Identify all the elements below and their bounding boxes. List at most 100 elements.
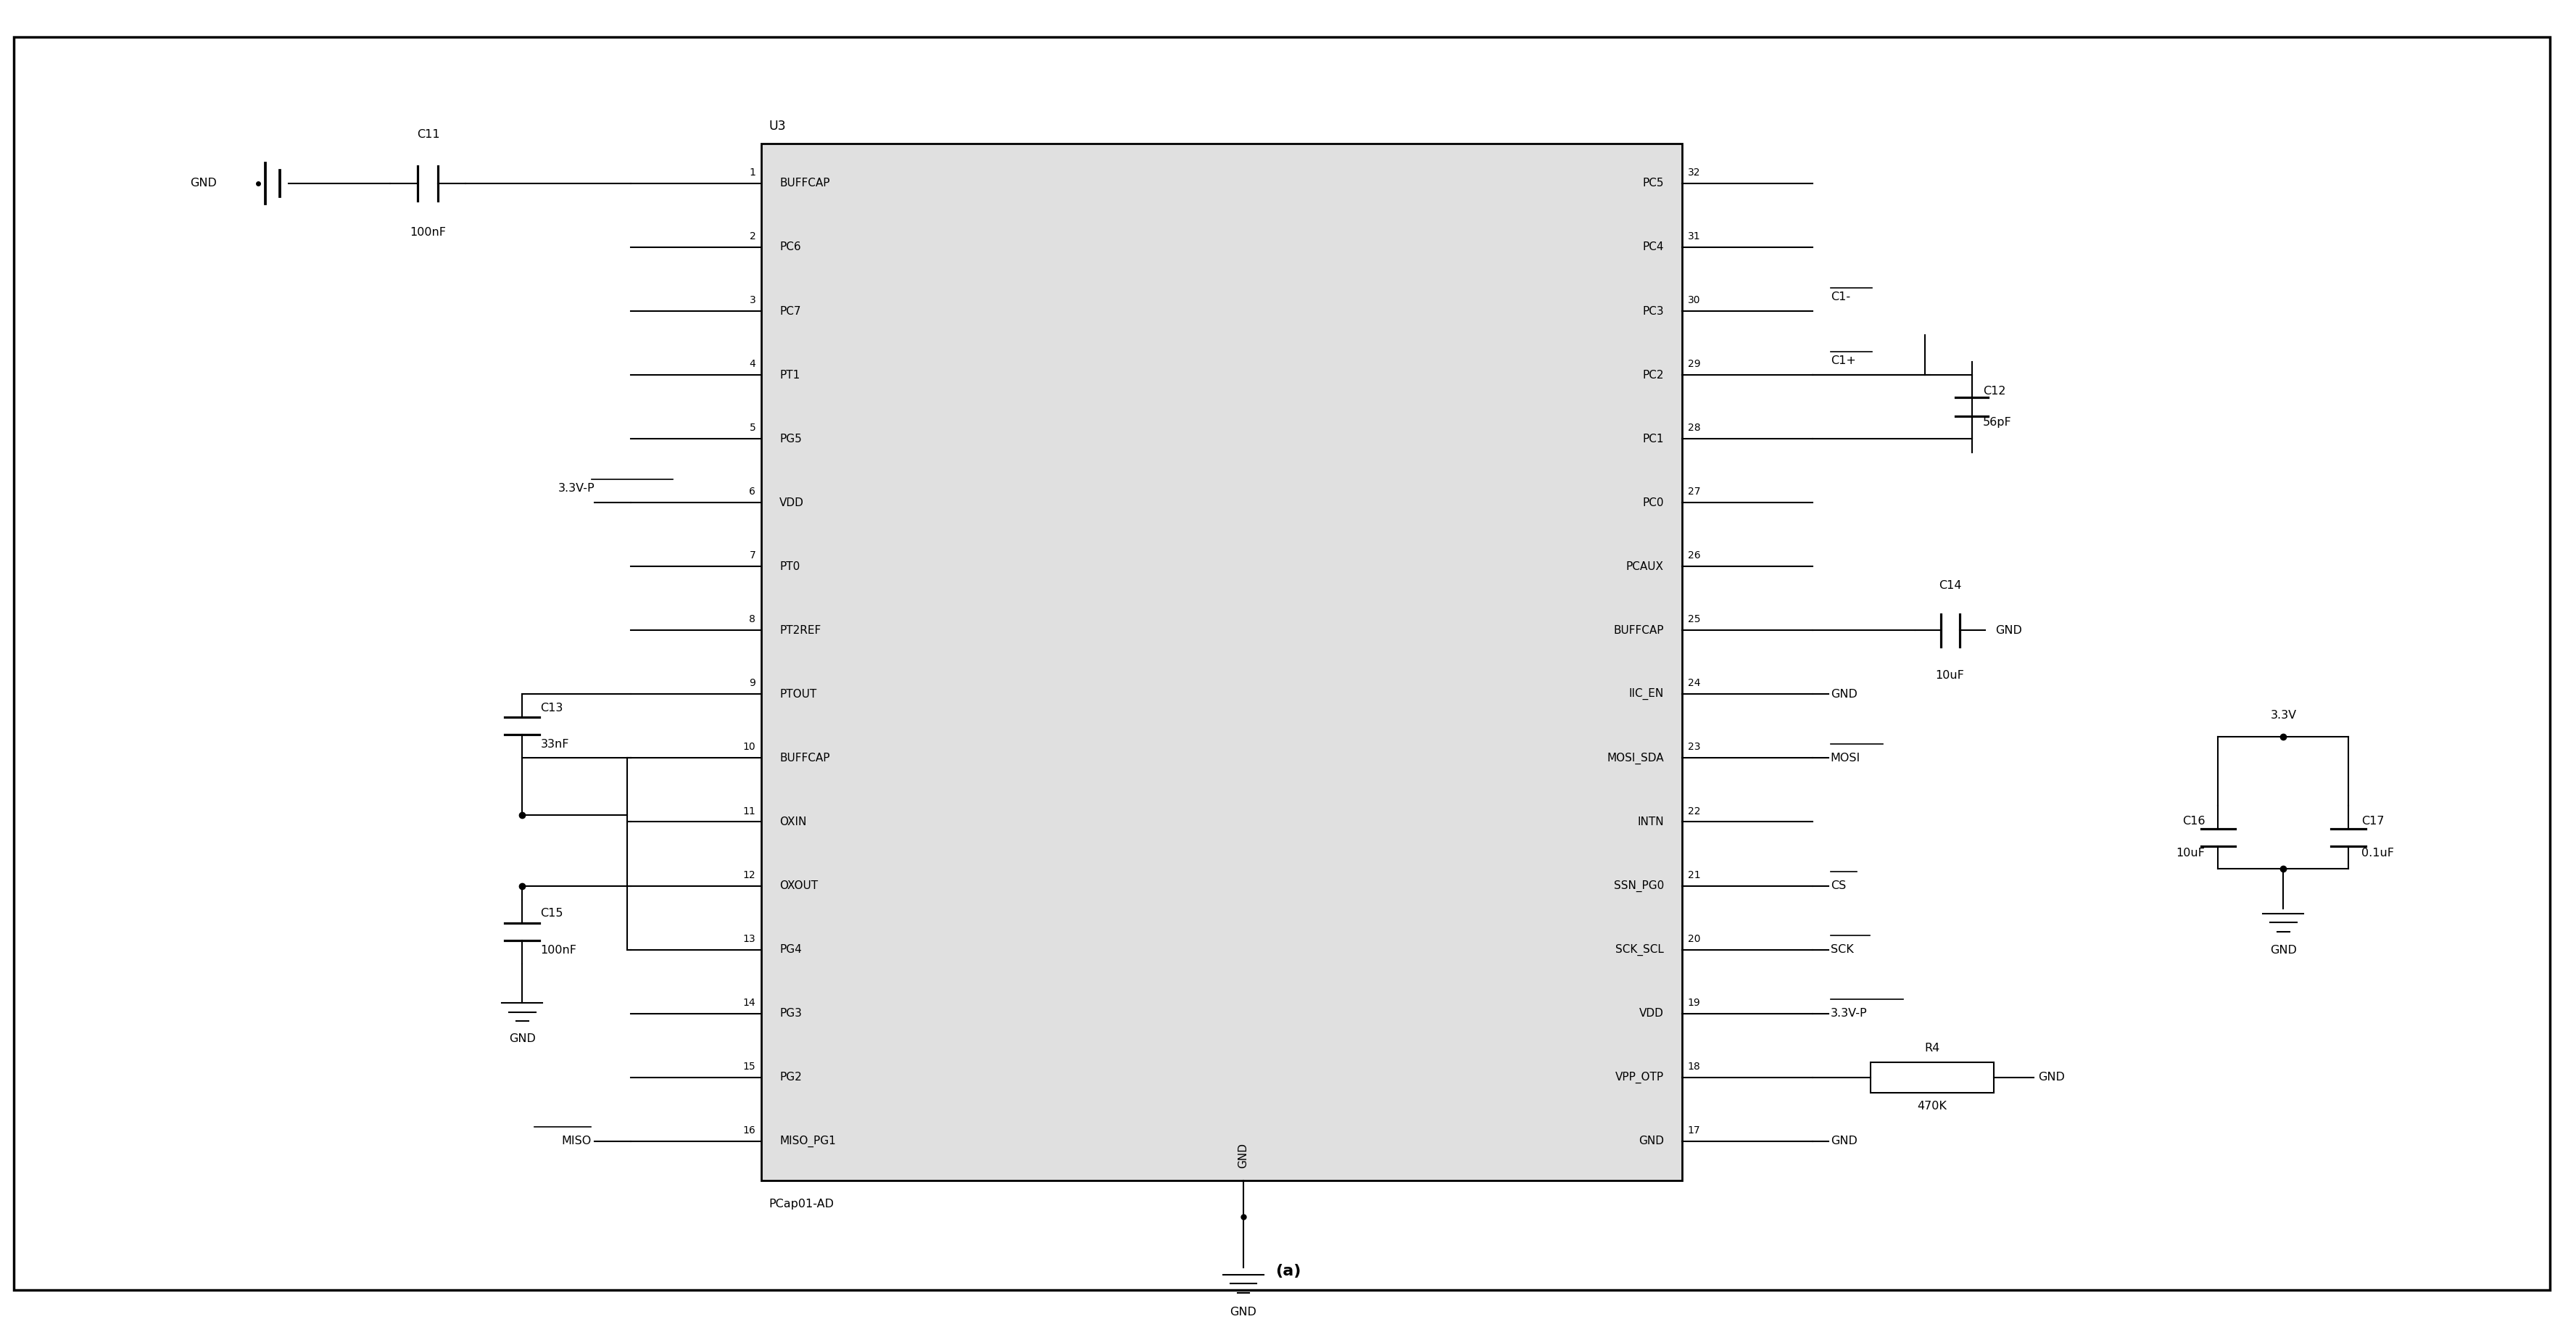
Text: 0.1uF: 0.1uF [2362, 848, 2393, 859]
Text: 7: 7 [750, 550, 755, 561]
Text: GND: GND [1239, 1142, 1249, 1169]
Text: 19: 19 [1687, 997, 1700, 1008]
Text: 3.3V-P: 3.3V-P [559, 483, 595, 495]
Text: GND: GND [510, 1033, 536, 1045]
Text: R4: R4 [1924, 1043, 1940, 1054]
Text: C12: C12 [1984, 385, 2007, 397]
Text: PTOUT: PTOUT [781, 689, 817, 699]
Text: SSN_PG0: SSN_PG0 [1613, 880, 1664, 892]
Text: GND: GND [2038, 1072, 2066, 1083]
Text: PG4: PG4 [781, 944, 801, 955]
Text: OXIN: OXIN [781, 816, 806, 827]
Text: MISO_PG1: MISO_PG1 [781, 1136, 837, 1148]
Text: 10: 10 [742, 743, 755, 752]
Text: 21: 21 [1687, 869, 1700, 880]
Text: BUFFCAP: BUFFCAP [781, 753, 829, 764]
Text: 24: 24 [1687, 678, 1700, 689]
Text: 15: 15 [742, 1062, 755, 1071]
Text: 6: 6 [750, 487, 755, 497]
Text: 470K: 470K [1917, 1101, 1947, 1112]
Text: MOSI_SDA: MOSI_SDA [1607, 752, 1664, 764]
Text: 28: 28 [1687, 423, 1700, 433]
Text: GND: GND [1832, 1136, 1857, 1146]
Text: PG3: PG3 [781, 1008, 801, 1018]
Text: PT2REF: PT2REF [781, 625, 822, 636]
Bar [1870, 1062, 1994, 1092]
Text: C14: C14 [1940, 580, 1960, 591]
Text: GND: GND [1832, 689, 1857, 699]
Text: BUFFCAP: BUFFCAP [781, 178, 829, 189]
Text: GND: GND [1638, 1136, 1664, 1146]
Text: BUFFCAP: BUFFCAP [1613, 625, 1664, 636]
Text: C15: C15 [541, 907, 564, 919]
Text: U3: U3 [768, 120, 786, 133]
Text: VDD: VDD [781, 497, 804, 508]
Text: MOSI: MOSI [1832, 753, 1860, 764]
Text: 33nF: 33nF [541, 739, 569, 751]
Text: PC3: PC3 [1643, 306, 1664, 317]
Text: 3.3V-P: 3.3V-P [1832, 1008, 1868, 1018]
Text: INTN: INTN [1638, 816, 1664, 827]
Text: 27: 27 [1687, 487, 1700, 497]
Text: 9: 9 [750, 678, 755, 689]
Text: PC1: PC1 [1643, 434, 1664, 445]
Text: PG5: PG5 [781, 434, 801, 445]
Text: OXOUT: OXOUT [781, 880, 819, 892]
Text: 20: 20 [1687, 934, 1700, 944]
Text: PC4: PC4 [1643, 241, 1664, 253]
Text: 30: 30 [1687, 295, 1700, 306]
Text: 23: 23 [1687, 743, 1700, 752]
Text: PC6: PC6 [781, 241, 801, 253]
Text: 2: 2 [750, 231, 755, 241]
Text: GND: GND [1231, 1307, 1257, 1318]
Text: C17: C17 [2362, 816, 2385, 827]
Text: PC7: PC7 [781, 306, 801, 317]
Text: PC0: PC0 [1643, 497, 1664, 508]
Text: C1+: C1+ [1832, 355, 1855, 367]
Text: PT1: PT1 [781, 369, 801, 380]
Text: 3: 3 [750, 295, 755, 306]
Text: 5: 5 [750, 423, 755, 433]
Text: 14: 14 [742, 997, 755, 1008]
Text: 29: 29 [1687, 359, 1700, 369]
Text: PC5: PC5 [1643, 178, 1664, 189]
Text: PT0: PT0 [781, 561, 801, 572]
Bar [762, 144, 1682, 1181]
Text: 56pF: 56pF [1984, 417, 2012, 429]
Text: 12: 12 [742, 869, 755, 880]
Text: VPP_OTP: VPP_OTP [1615, 1071, 1664, 1083]
Text: C13: C13 [541, 702, 564, 714]
Text: C16: C16 [2182, 816, 2205, 827]
Text: GND: GND [2269, 944, 2298, 955]
Text: SCK: SCK [1832, 944, 1855, 955]
Text: SCK_SCL: SCK_SCL [1615, 944, 1664, 955]
Text: 100nF: 100nF [541, 944, 577, 956]
Text: 17: 17 [1687, 1125, 1700, 1136]
Text: 16: 16 [742, 1125, 755, 1136]
Text: (a): (a) [1275, 1264, 1301, 1278]
Text: PC2: PC2 [1643, 369, 1664, 380]
Text: 25: 25 [1687, 615, 1700, 625]
Text: 11: 11 [742, 806, 755, 816]
Text: VDD: VDD [1638, 1008, 1664, 1018]
Text: IIC_EN: IIC_EN [1628, 689, 1664, 700]
Text: 8: 8 [750, 615, 755, 625]
Text: 26: 26 [1687, 550, 1700, 561]
Text: GND: GND [1996, 625, 2022, 636]
Text: CS: CS [1832, 880, 1847, 892]
Text: 18: 18 [1687, 1062, 1700, 1071]
Text: 10uF: 10uF [1935, 670, 1965, 681]
Text: PCAUX: PCAUX [1625, 561, 1664, 572]
Text: 3.3V: 3.3V [2269, 710, 2298, 720]
Text: 4: 4 [750, 359, 755, 369]
Text: GND: GND [191, 178, 216, 189]
Text: 13: 13 [742, 934, 755, 944]
Text: PG2: PG2 [781, 1072, 801, 1083]
Text: MISO: MISO [562, 1136, 590, 1146]
Text: 10uF: 10uF [2177, 848, 2205, 859]
Text: PCap01-AD: PCap01-AD [768, 1199, 835, 1210]
Text: 100nF: 100nF [410, 227, 446, 237]
Text: 22: 22 [1687, 806, 1700, 816]
Text: 1: 1 [750, 168, 755, 178]
Text: C11: C11 [417, 129, 440, 140]
